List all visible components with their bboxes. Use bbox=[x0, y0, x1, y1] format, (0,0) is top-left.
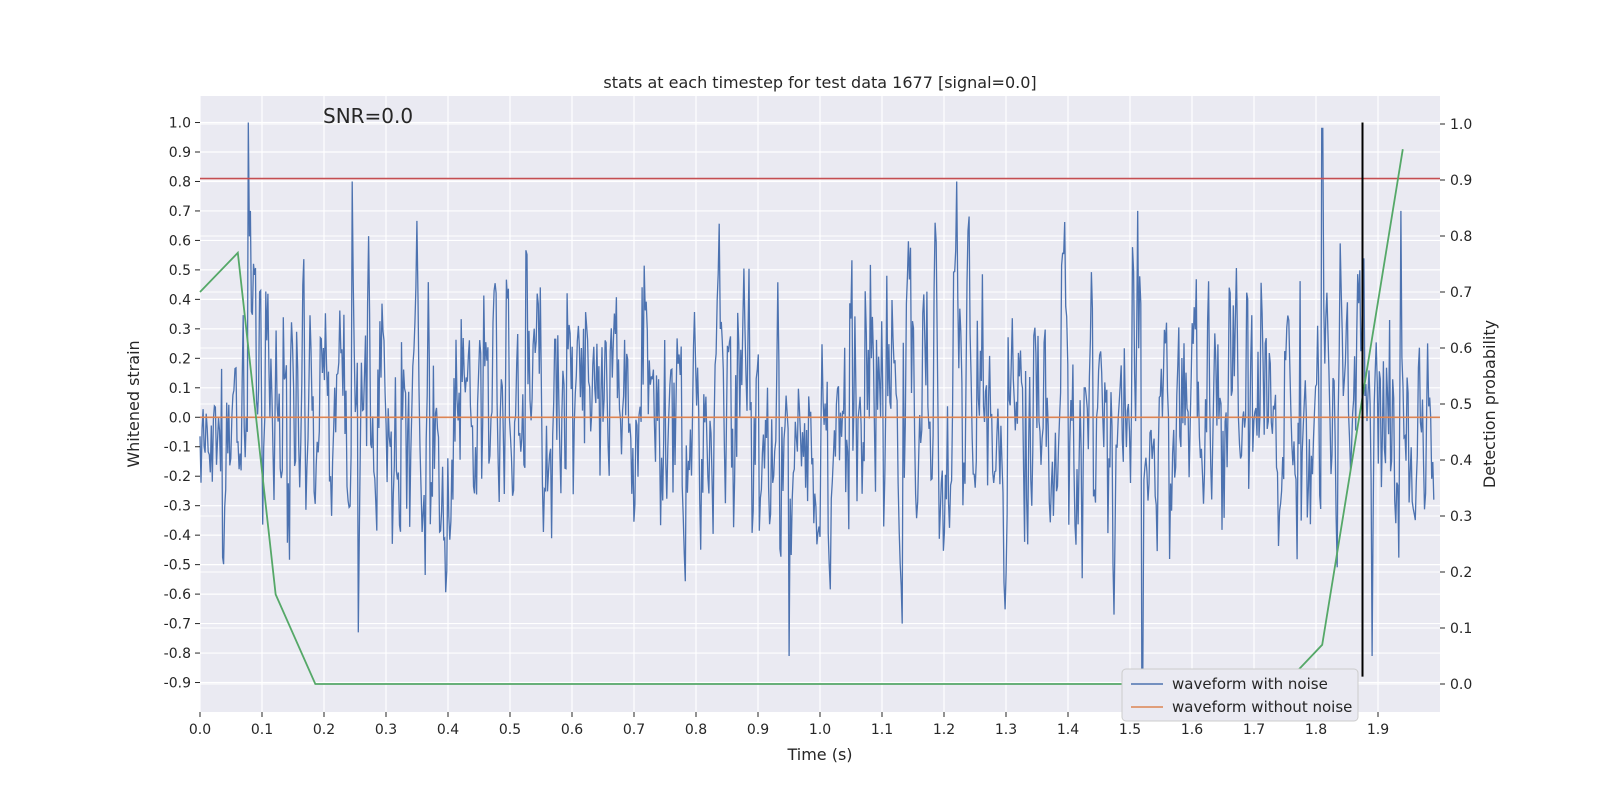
x-tick-label: 1.9 bbox=[1367, 722, 1389, 738]
y-left-tick-label: -0.9 bbox=[164, 676, 191, 692]
y-right-tick-label: 0.0 bbox=[1450, 677, 1472, 693]
chart-title: stats at each timestep for test data 167… bbox=[603, 73, 1036, 92]
x-tick-label: 1.0 bbox=[809, 722, 831, 738]
x-tick-label: 0.4 bbox=[437, 722, 459, 738]
y-left-tick-label: 0.5 bbox=[169, 263, 191, 279]
x-tick-label: 1.5 bbox=[1119, 722, 1141, 738]
x-tick-label: 0.1 bbox=[251, 722, 273, 738]
legend-box bbox=[1121, 668, 1359, 722]
y-axis-left-ticks: 1.0 0.9 0.8 0.7 0.6 0.5 0.4 0.3 0.2 0.1 0.0 -0.1 -0.… bbox=[164, 116, 200, 692]
waveform-with-noise-line bbox=[199, 122, 1435, 678]
x-tick-label: 0.6 bbox=[561, 722, 583, 738]
y-left-tick-label: -0.6 bbox=[164, 587, 191, 603]
y-left-tick-label: 0.8 bbox=[169, 174, 191, 190]
x-axis-label: Time (s) bbox=[786, 745, 852, 764]
y-left-tick-label: -0.5 bbox=[164, 558, 191, 574]
y-right-tick-label: 0.9 bbox=[1450, 173, 1472, 189]
y-left-tick-label: -0.8 bbox=[164, 646, 191, 662]
x-tick-label: 0.7 bbox=[623, 722, 645, 738]
snr-annotation: SNR=0.0 bbox=[323, 104, 413, 128]
y-right-tick-label: 1.0 bbox=[1450, 117, 1472, 133]
x-tick-label: 0.9 bbox=[747, 722, 769, 738]
x-tick-label: 1.1 bbox=[871, 722, 893, 738]
y-left-tick-label: 0.1 bbox=[169, 381, 191, 397]
y-left-tick-label: 0.9 bbox=[169, 145, 191, 161]
y-left-tick-label: 0.0 bbox=[169, 410, 191, 426]
legend-label-noise: waveform with noise bbox=[1172, 675, 1328, 693]
y-left-tick-label: 0.2 bbox=[169, 351, 191, 367]
legend: waveform with noise waveform without noi… bbox=[1121, 668, 1359, 722]
y-right-tick-label: 0.3 bbox=[1450, 509, 1472, 525]
legend-label-clean: waveform without noise bbox=[1172, 698, 1352, 716]
y-right-tick-label: 0.6 bbox=[1450, 341, 1472, 357]
y-left-tick-label: 0.6 bbox=[169, 233, 191, 249]
x-tick-label: 1.4 bbox=[1057, 722, 1079, 738]
x-tick-label: 1.8 bbox=[1305, 722, 1327, 738]
y-right-tick-label: 0.5 bbox=[1450, 397, 1472, 413]
y-left-tick-label: -0.7 bbox=[164, 617, 191, 633]
y-left-tick-label: -0.4 bbox=[164, 528, 191, 544]
x-tick-label: 1.3 bbox=[995, 722, 1017, 738]
series-waveform-with-noise bbox=[199, 122, 1435, 678]
x-tick-label: 1.7 bbox=[1243, 722, 1265, 738]
x-axis-ticks: 0.0 0.1 0.2 0.3 0.4 0.5 0.6 0.7 0.8 0.9 1.0 1.1 1.2 1… bbox=[189, 712, 1389, 738]
x-tick-label: 0.0 bbox=[189, 722, 211, 738]
detection-probability-line bbox=[199, 149, 1404, 685]
y-right-tick-label: 0.1 bbox=[1450, 621, 1472, 637]
y-left-tick-label: 0.7 bbox=[169, 204, 191, 220]
y-left-tick-label: 1.0 bbox=[169, 116, 191, 132]
y-right-tick-label: 0.7 bbox=[1450, 285, 1472, 301]
x-tick-label: 0.8 bbox=[685, 722, 707, 738]
y-left-tick-label: 0.4 bbox=[169, 292, 191, 308]
x-tick-label: 1.2 bbox=[933, 722, 955, 738]
y-left-tick-label: 0.3 bbox=[169, 322, 191, 338]
x-tick-label: 0.3 bbox=[375, 722, 397, 738]
x-tick-label: 0.5 bbox=[499, 722, 521, 738]
y-left-tick-label: -0.2 bbox=[164, 469, 191, 485]
y-right-tick-label: 0.4 bbox=[1450, 453, 1472, 469]
y-axis-left-label: Whitened strain bbox=[124, 340, 143, 467]
y-left-tick-label: -0.1 bbox=[164, 440, 191, 456]
y-axis-right-label: Detection probability bbox=[1480, 320, 1499, 488]
y-right-tick-label: 0.8 bbox=[1450, 229, 1472, 245]
x-tick-label: 1.6 bbox=[1181, 722, 1203, 738]
y-left-tick-label: -0.3 bbox=[164, 499, 191, 515]
x-tick-label: 0.2 bbox=[313, 722, 335, 738]
series-detection-probability bbox=[199, 149, 1404, 685]
y-right-tick-label: 0.2 bbox=[1450, 565, 1472, 581]
y-axis-right-ticks: 1.0 0.9 0.8 0.7 0.6 0.5 0.4 0.3 0.2 0.1 0.0 bbox=[1440, 117, 1472, 693]
